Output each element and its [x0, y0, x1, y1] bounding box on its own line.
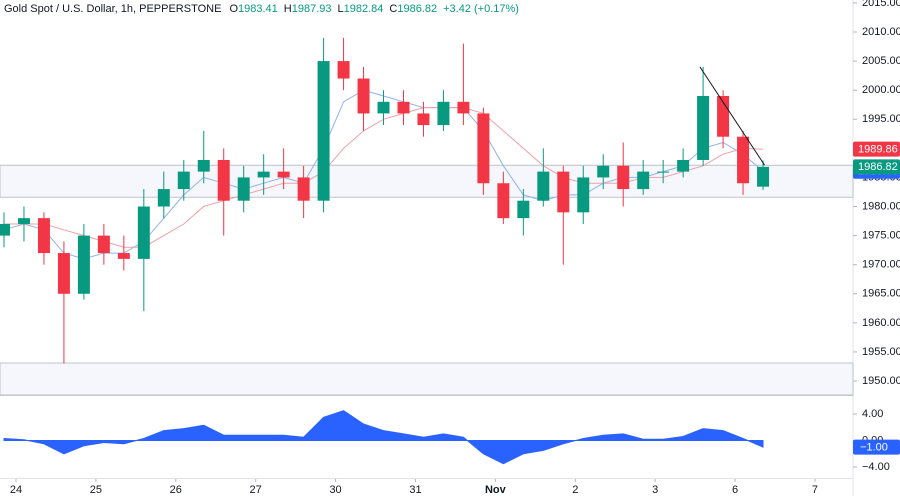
- legend-change: +3.42 (+0.17%): [443, 3, 519, 15]
- candle-body: [17, 218, 30, 224]
- candle-body: [157, 189, 170, 207]
- x-tick-label: 24: [10, 484, 22, 496]
- price-tag-label: 1989.86: [858, 144, 898, 156]
- legend-key: H: [284, 3, 292, 15]
- candle-body: [657, 171, 670, 173]
- y-tick-label: 2000.00: [862, 84, 900, 96]
- candle-body: [517, 200, 530, 219]
- x-tick-label: 7: [812, 484, 818, 496]
- x-tick-label: 6: [732, 484, 738, 496]
- candle-body: [0, 223, 10, 236]
- price-zone: [0, 164, 854, 198]
- candle-body: [697, 95, 710, 160]
- candle-body: [197, 159, 210, 172]
- candle-body: [737, 136, 750, 184]
- y-tick-label: 2010.00: [862, 26, 900, 38]
- candle-body: [217, 159, 230, 201]
- y-tick-label: 1960.00: [862, 317, 900, 329]
- legend-key: C: [389, 3, 397, 15]
- x-tick-label: 25: [90, 484, 102, 496]
- candle-body: [237, 177, 250, 201]
- x-tick-label: 30: [329, 484, 341, 496]
- candle-body: [497, 183, 510, 219]
- trendline: [699, 66, 766, 166]
- candle-body: [277, 171, 290, 178]
- candle-body: [537, 171, 550, 201]
- candle-body: [557, 171, 570, 213]
- y-tick-label: 1980.00: [862, 200, 900, 212]
- candle-body: [317, 61, 330, 201]
- chart-title: Gold Spot / U.S. Dollar, 1h, PEPPERSTONE: [4, 3, 221, 15]
- legend-value: 1983.41: [238, 3, 278, 15]
- candle-body: [717, 95, 730, 137]
- candle-body: [477, 113, 490, 184]
- legend-key: O: [229, 3, 238, 15]
- candle-body: [177, 171, 190, 190]
- oscillator-area: [3, 410, 764, 465]
- y-tick-label: 1955.00: [862, 346, 900, 358]
- x-tick-label: 27: [250, 484, 262, 496]
- candle-body: [357, 78, 370, 114]
- candle-body: [77, 235, 90, 294]
- candle-body: [397, 101, 410, 114]
- y-tick-label: 2005.00: [862, 55, 900, 67]
- legend-row: Gold Spot / U.S. Dollar, 1h, PEPPERSTONE…: [4, 3, 519, 15]
- y-tick-label: 1975.00: [862, 230, 900, 242]
- x-tick-label: Nov: [485, 484, 507, 496]
- y-tick-label: 1965.00: [862, 288, 900, 300]
- candle-body: [577, 177, 590, 213]
- price-zone: [0, 362, 854, 396]
- x-tick-label: 26: [170, 484, 182, 496]
- candle-body: [617, 165, 630, 190]
- legend-value: 1987.93: [292, 3, 332, 15]
- candle-body: [417, 113, 430, 126]
- price-tag: [853, 141, 900, 157]
- candle-body: [137, 206, 150, 259]
- y-tick-label: 1950.00: [862, 375, 900, 387]
- candle-body: [97, 235, 110, 254]
- y-tick-label: 4.00: [862, 408, 883, 420]
- candle-body: [337, 61, 350, 79]
- candle-body: [297, 177, 310, 201]
- candle-body: [257, 171, 270, 178]
- x-tick-label: 31: [409, 484, 421, 496]
- y-tick-label: 1970.00: [862, 259, 900, 271]
- legend-key: L: [338, 3, 344, 15]
- x-tick-label: 2: [572, 484, 578, 496]
- x-tick-label: 3: [652, 484, 658, 496]
- candle-body: [37, 218, 50, 254]
- y-tick-label: −4.00: [862, 461, 890, 473]
- candle-body: [117, 253, 130, 259]
- candle-body: [597, 165, 610, 178]
- candle-body: [457, 101, 470, 114]
- legend-value: 1986.82: [397, 3, 437, 15]
- candle-body: [437, 101, 450, 126]
- y-tick-label: 1995.00: [862, 113, 900, 125]
- price-tag: [853, 159, 900, 175]
- y-tick-label: 2015.00: [862, 0, 900, 9]
- candle-body: [57, 253, 70, 294]
- candle-body: [757, 166, 770, 187]
- legend-value: 1982.84: [344, 3, 384, 15]
- candle-body: [377, 101, 390, 114]
- price-tag-label: 1986.82: [858, 161, 898, 173]
- candle-body: [677, 159, 690, 172]
- value-tag: [853, 439, 900, 455]
- value-tag-label: −1.00: [860, 442, 888, 454]
- candle-body: [637, 171, 650, 190]
